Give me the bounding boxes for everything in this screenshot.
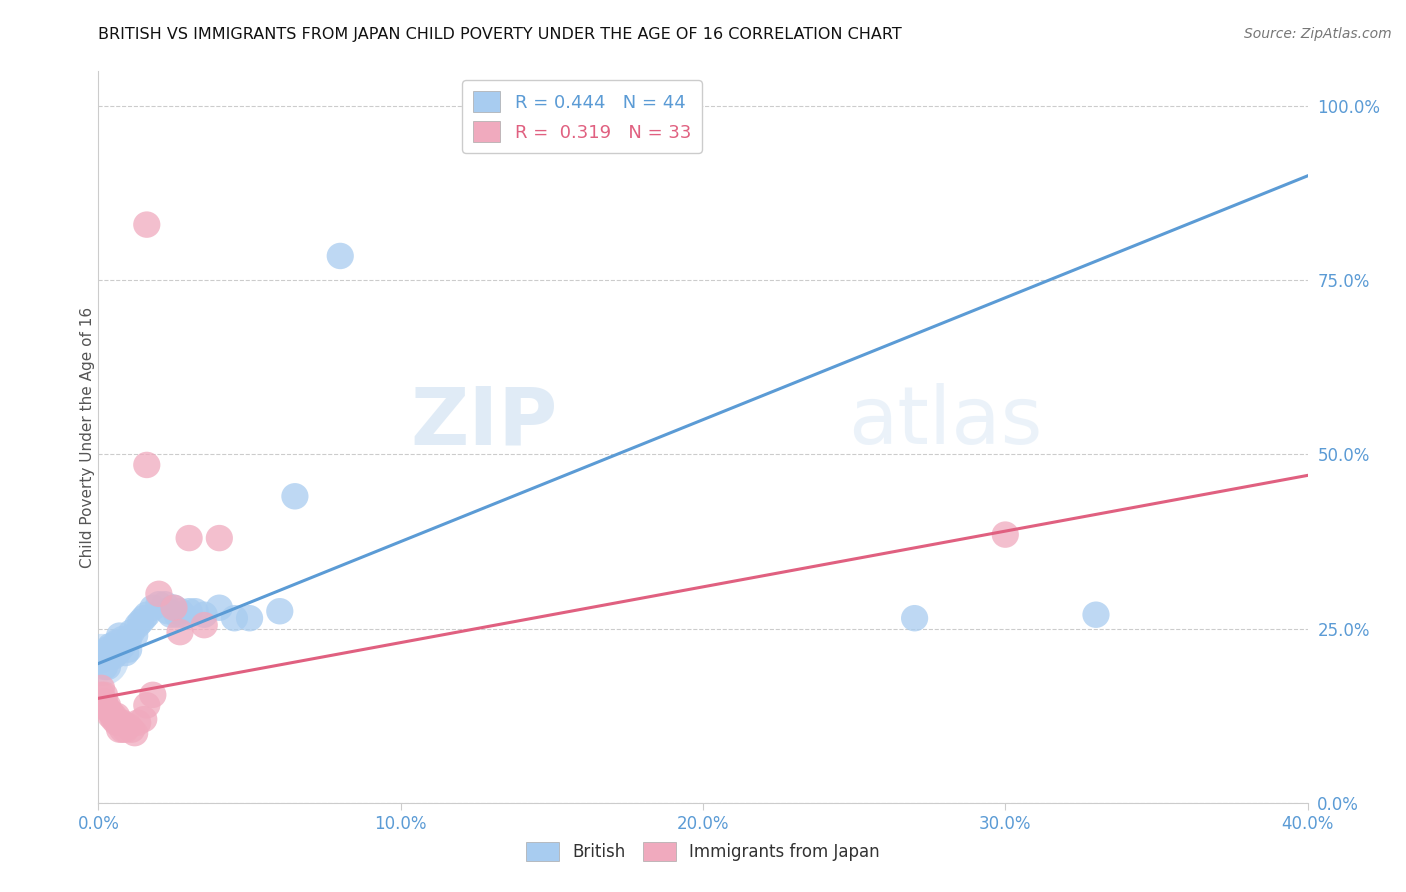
Ellipse shape: [152, 591, 179, 617]
Ellipse shape: [115, 636, 142, 663]
Ellipse shape: [170, 601, 197, 628]
Ellipse shape: [134, 692, 160, 719]
Text: atlas: atlas: [848, 384, 1042, 461]
Ellipse shape: [191, 612, 218, 639]
Ellipse shape: [112, 716, 139, 743]
Ellipse shape: [94, 654, 121, 681]
Ellipse shape: [103, 630, 131, 656]
Ellipse shape: [145, 581, 173, 607]
Ellipse shape: [266, 598, 294, 624]
Ellipse shape: [105, 716, 134, 743]
Ellipse shape: [131, 605, 157, 632]
Ellipse shape: [221, 605, 247, 632]
Ellipse shape: [91, 689, 118, 715]
Ellipse shape: [97, 699, 124, 725]
Ellipse shape: [1083, 601, 1109, 628]
Ellipse shape: [87, 681, 115, 708]
Legend: British, Immigrants from Japan: British, Immigrants from Japan: [519, 835, 887, 868]
Ellipse shape: [124, 612, 152, 639]
Ellipse shape: [112, 640, 139, 666]
Ellipse shape: [163, 601, 191, 628]
Ellipse shape: [181, 598, 208, 624]
Ellipse shape: [326, 243, 354, 269]
Ellipse shape: [97, 703, 124, 729]
Ellipse shape: [176, 524, 202, 551]
Ellipse shape: [105, 709, 134, 736]
Ellipse shape: [131, 706, 157, 732]
Ellipse shape: [100, 636, 127, 663]
Ellipse shape: [110, 626, 136, 652]
Ellipse shape: [118, 716, 145, 743]
Ellipse shape: [160, 594, 187, 621]
Ellipse shape: [115, 713, 142, 739]
Ellipse shape: [281, 483, 308, 509]
Ellipse shape: [87, 647, 115, 673]
Ellipse shape: [100, 643, 127, 670]
Ellipse shape: [991, 521, 1019, 548]
Ellipse shape: [115, 626, 142, 652]
Ellipse shape: [118, 619, 145, 646]
Ellipse shape: [110, 709, 136, 736]
Ellipse shape: [134, 601, 160, 628]
Ellipse shape: [160, 594, 187, 621]
Text: Source: ZipAtlas.com: Source: ZipAtlas.com: [1244, 27, 1392, 41]
Ellipse shape: [901, 605, 928, 632]
Ellipse shape: [124, 709, 152, 736]
Ellipse shape: [97, 643, 124, 670]
Ellipse shape: [94, 696, 121, 722]
Ellipse shape: [157, 601, 184, 628]
Ellipse shape: [97, 632, 124, 659]
Ellipse shape: [205, 524, 233, 551]
Ellipse shape: [139, 681, 166, 708]
Ellipse shape: [103, 640, 131, 666]
Ellipse shape: [103, 703, 131, 729]
Ellipse shape: [94, 692, 121, 719]
Ellipse shape: [103, 709, 131, 736]
Ellipse shape: [155, 598, 181, 624]
Ellipse shape: [127, 608, 155, 635]
Ellipse shape: [100, 703, 127, 729]
Text: BRITISH VS IMMIGRANTS FROM JAPAN CHILD POVERTY UNDER THE AGE OF 16 CORRELATION C: BRITISH VS IMMIGRANTS FROM JAPAN CHILD P…: [98, 27, 903, 42]
Ellipse shape: [145, 591, 173, 617]
Ellipse shape: [100, 706, 127, 732]
Ellipse shape: [105, 623, 134, 648]
Ellipse shape: [191, 601, 218, 628]
Ellipse shape: [166, 598, 194, 624]
Ellipse shape: [134, 211, 160, 238]
Ellipse shape: [91, 654, 118, 681]
Ellipse shape: [236, 605, 263, 632]
Ellipse shape: [94, 636, 121, 663]
Ellipse shape: [110, 632, 136, 659]
Ellipse shape: [166, 619, 194, 646]
Ellipse shape: [134, 451, 160, 478]
Ellipse shape: [91, 640, 118, 666]
Ellipse shape: [110, 716, 136, 743]
Ellipse shape: [121, 623, 148, 648]
Ellipse shape: [105, 636, 134, 663]
Ellipse shape: [139, 594, 166, 621]
Y-axis label: Child Poverty Under the Age of 16: Child Poverty Under the Age of 16: [80, 307, 94, 567]
Ellipse shape: [176, 598, 202, 624]
Ellipse shape: [91, 681, 118, 708]
Text: ZIP: ZIP: [411, 384, 558, 461]
Ellipse shape: [75, 634, 129, 686]
Ellipse shape: [87, 674, 115, 701]
Ellipse shape: [121, 720, 148, 747]
Ellipse shape: [205, 594, 233, 621]
